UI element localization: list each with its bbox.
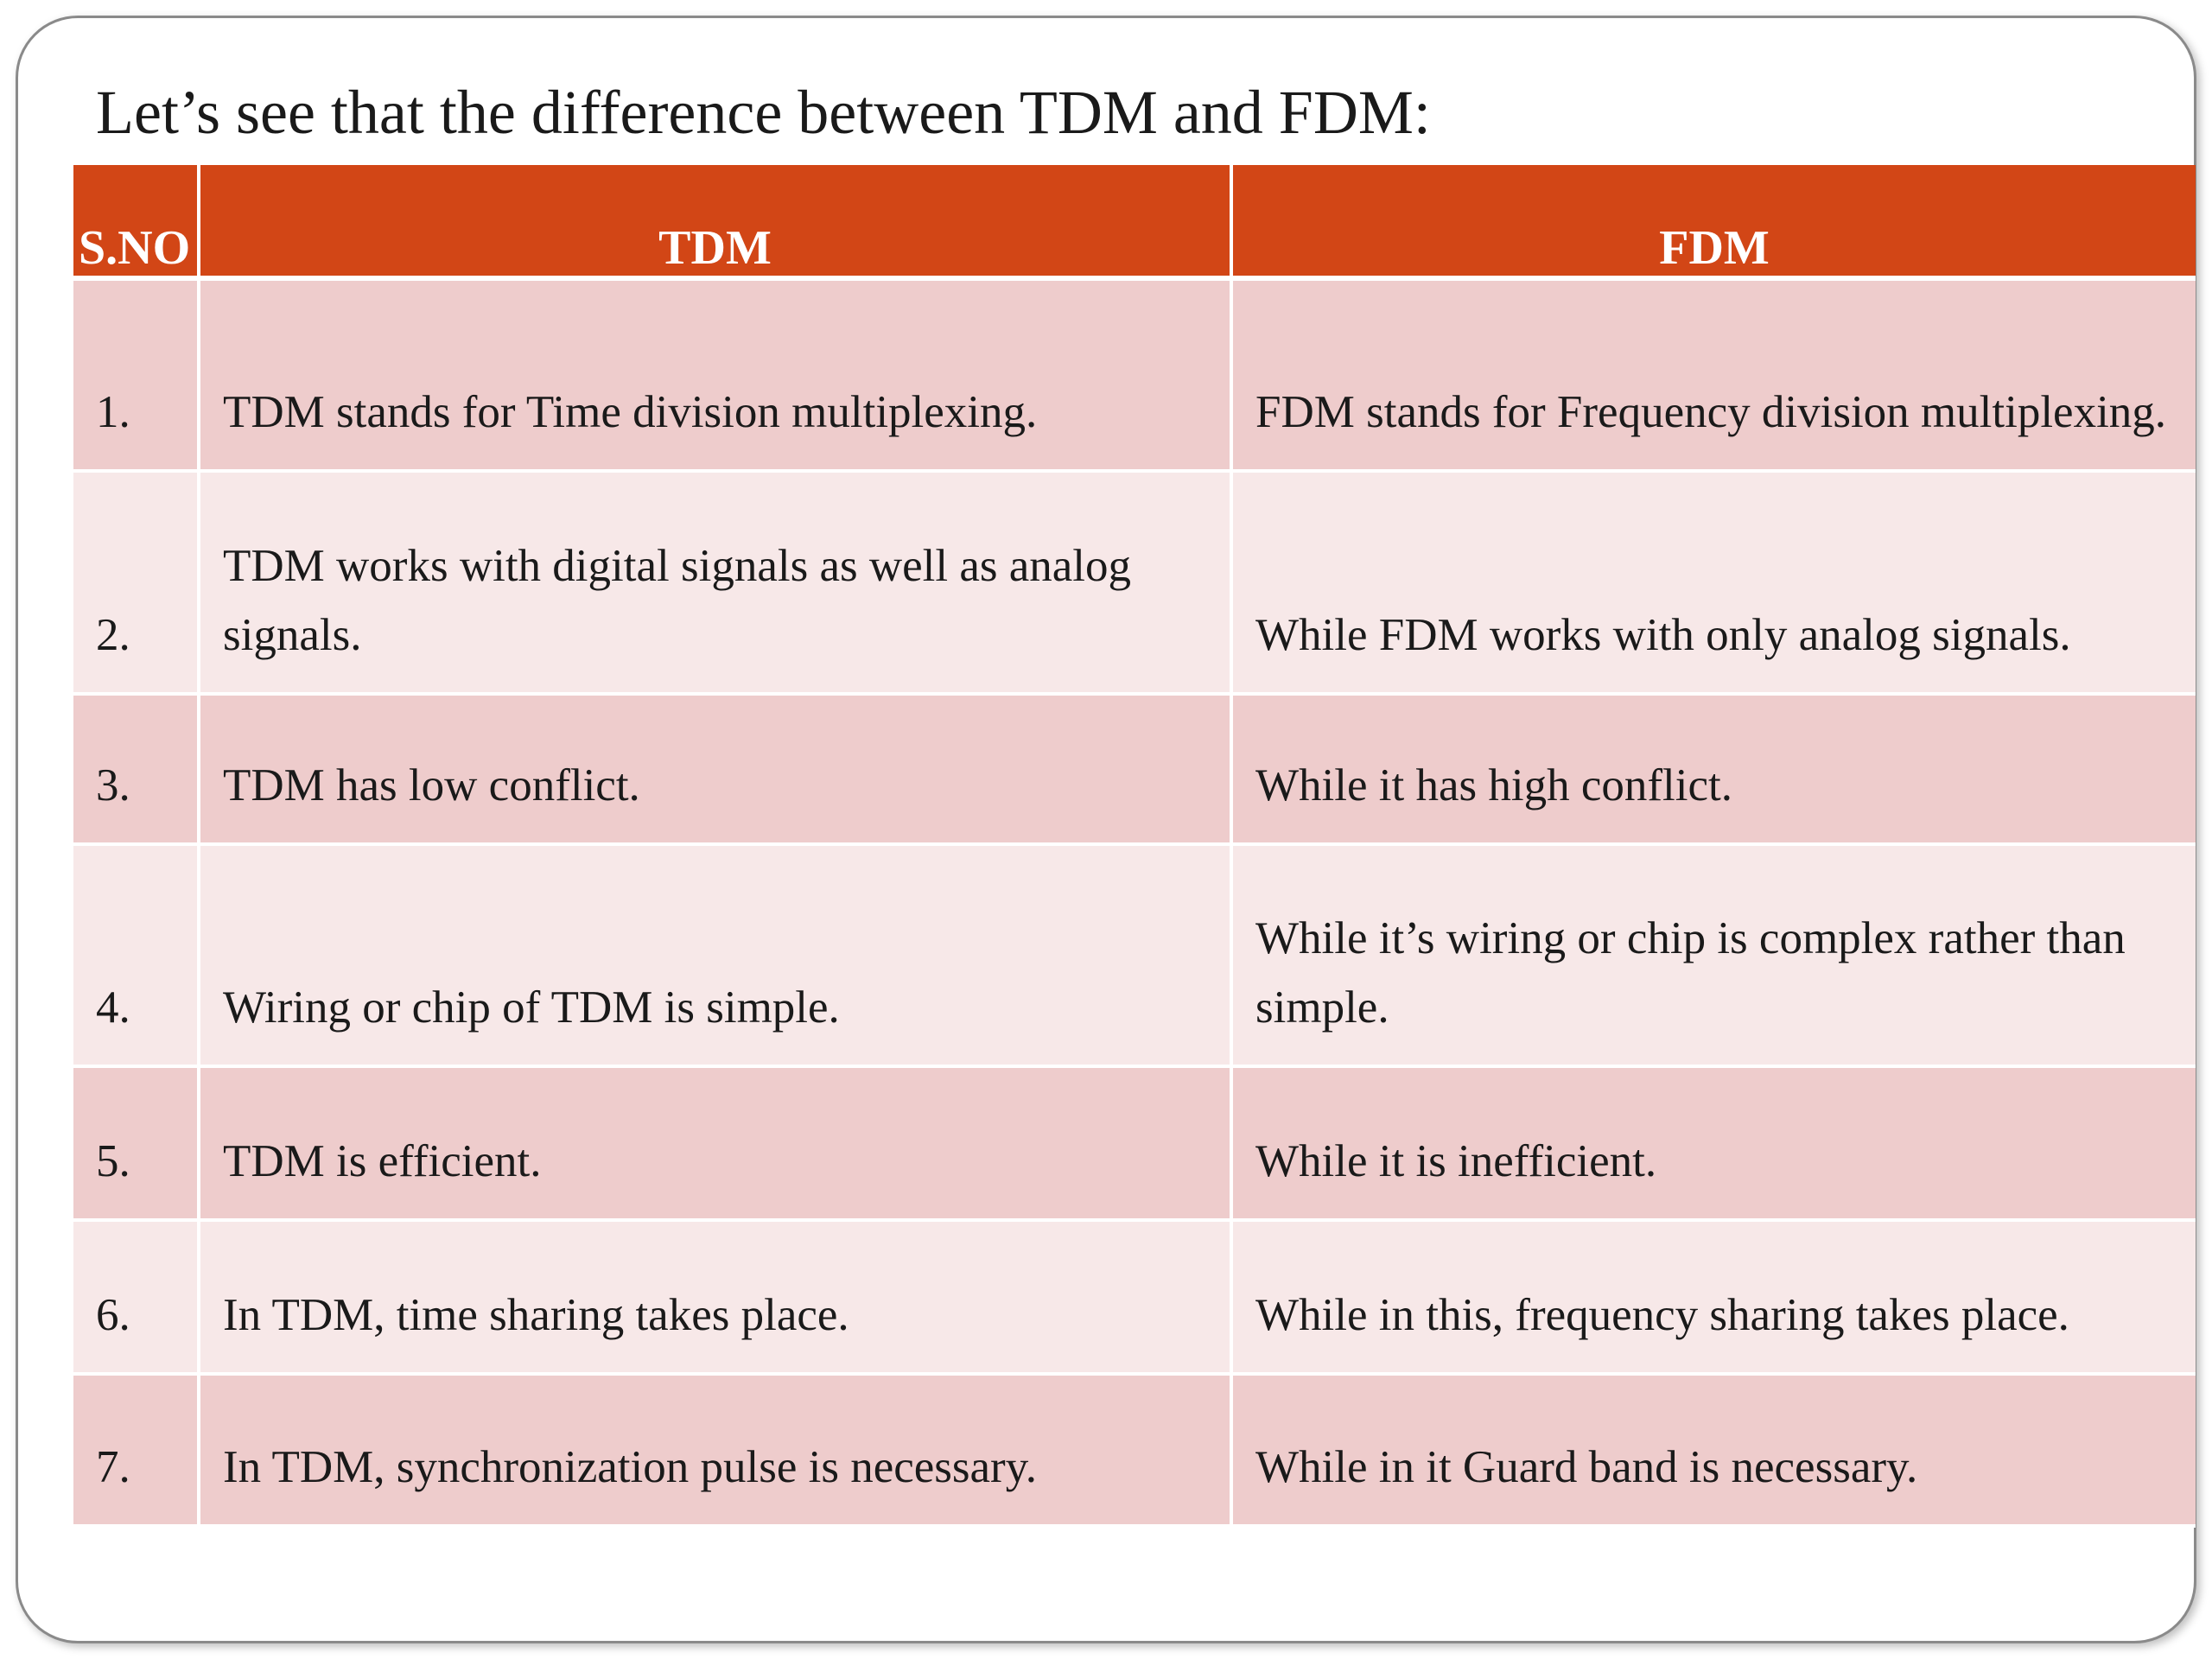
tdm-cell: TDM works with digital signals as well a… bbox=[200, 473, 1233, 696]
table-row: 3. TDM has low conflict. While it has hi… bbox=[73, 696, 2196, 846]
header-tdm: TDM bbox=[200, 165, 1233, 281]
table-header-row: S.NO TDM FDM bbox=[73, 165, 2196, 281]
table-row: 1. TDM stands for Time division multiple… bbox=[73, 281, 2196, 473]
tdm-cell: In TDM, time sharing takes place. bbox=[200, 1222, 1233, 1376]
row-number: 2. bbox=[73, 473, 200, 696]
tdm-cell: TDM stands for Time division multiplexin… bbox=[200, 281, 1233, 473]
fdm-cell: While it has high conflict. bbox=[1233, 696, 2196, 846]
slide-frame: Let’s see that the difference between TD… bbox=[16, 16, 2196, 1643]
table-row: 4. Wiring or chip of TDM is simple. Whil… bbox=[73, 846, 2196, 1068]
fdm-cell: While FDM works with only analog signals… bbox=[1233, 473, 2196, 696]
table-row: 6. In TDM, time sharing takes place. Whi… bbox=[73, 1222, 2196, 1376]
fdm-cell: While it’s wiring or chip is complex rat… bbox=[1233, 846, 2196, 1068]
row-number: 5. bbox=[73, 1068, 200, 1222]
row-number: 3. bbox=[73, 696, 200, 846]
table-row: 2. TDM works with digital signals as wel… bbox=[73, 473, 2196, 696]
fdm-cell: While in this, frequency sharing takes p… bbox=[1233, 1222, 2196, 1376]
table-row: 7. In TDM, synchronization pulse is nece… bbox=[73, 1376, 2196, 1528]
tdm-cell: In TDM, synchronization pulse is necessa… bbox=[200, 1376, 1233, 1528]
row-number: 6. bbox=[73, 1222, 200, 1376]
table-row: 5. TDM is efficient. While it is ineffic… bbox=[73, 1068, 2196, 1222]
tdm-cell: TDM is efficient. bbox=[200, 1068, 1233, 1222]
tdm-cell: TDM has low conflict. bbox=[200, 696, 1233, 846]
comparison-table: S.NO TDM FDM 1. TDM stands for Time divi… bbox=[73, 165, 2196, 1528]
slide-title: Let’s see that the difference between TD… bbox=[96, 78, 1431, 147]
row-number: 7. bbox=[73, 1376, 200, 1528]
row-number: 4. bbox=[73, 846, 200, 1068]
fdm-cell: FDM stands for Frequency division multip… bbox=[1233, 281, 2196, 473]
row-number: 1. bbox=[73, 281, 200, 473]
tdm-cell: Wiring or chip of TDM is simple. bbox=[200, 846, 1233, 1068]
header-fdm: FDM bbox=[1233, 165, 2196, 281]
fdm-cell: While it is inefficient. bbox=[1233, 1068, 2196, 1222]
fdm-cell: While in it Guard band is necessary. bbox=[1233, 1376, 2196, 1528]
header-sno: S.NO bbox=[73, 165, 200, 281]
